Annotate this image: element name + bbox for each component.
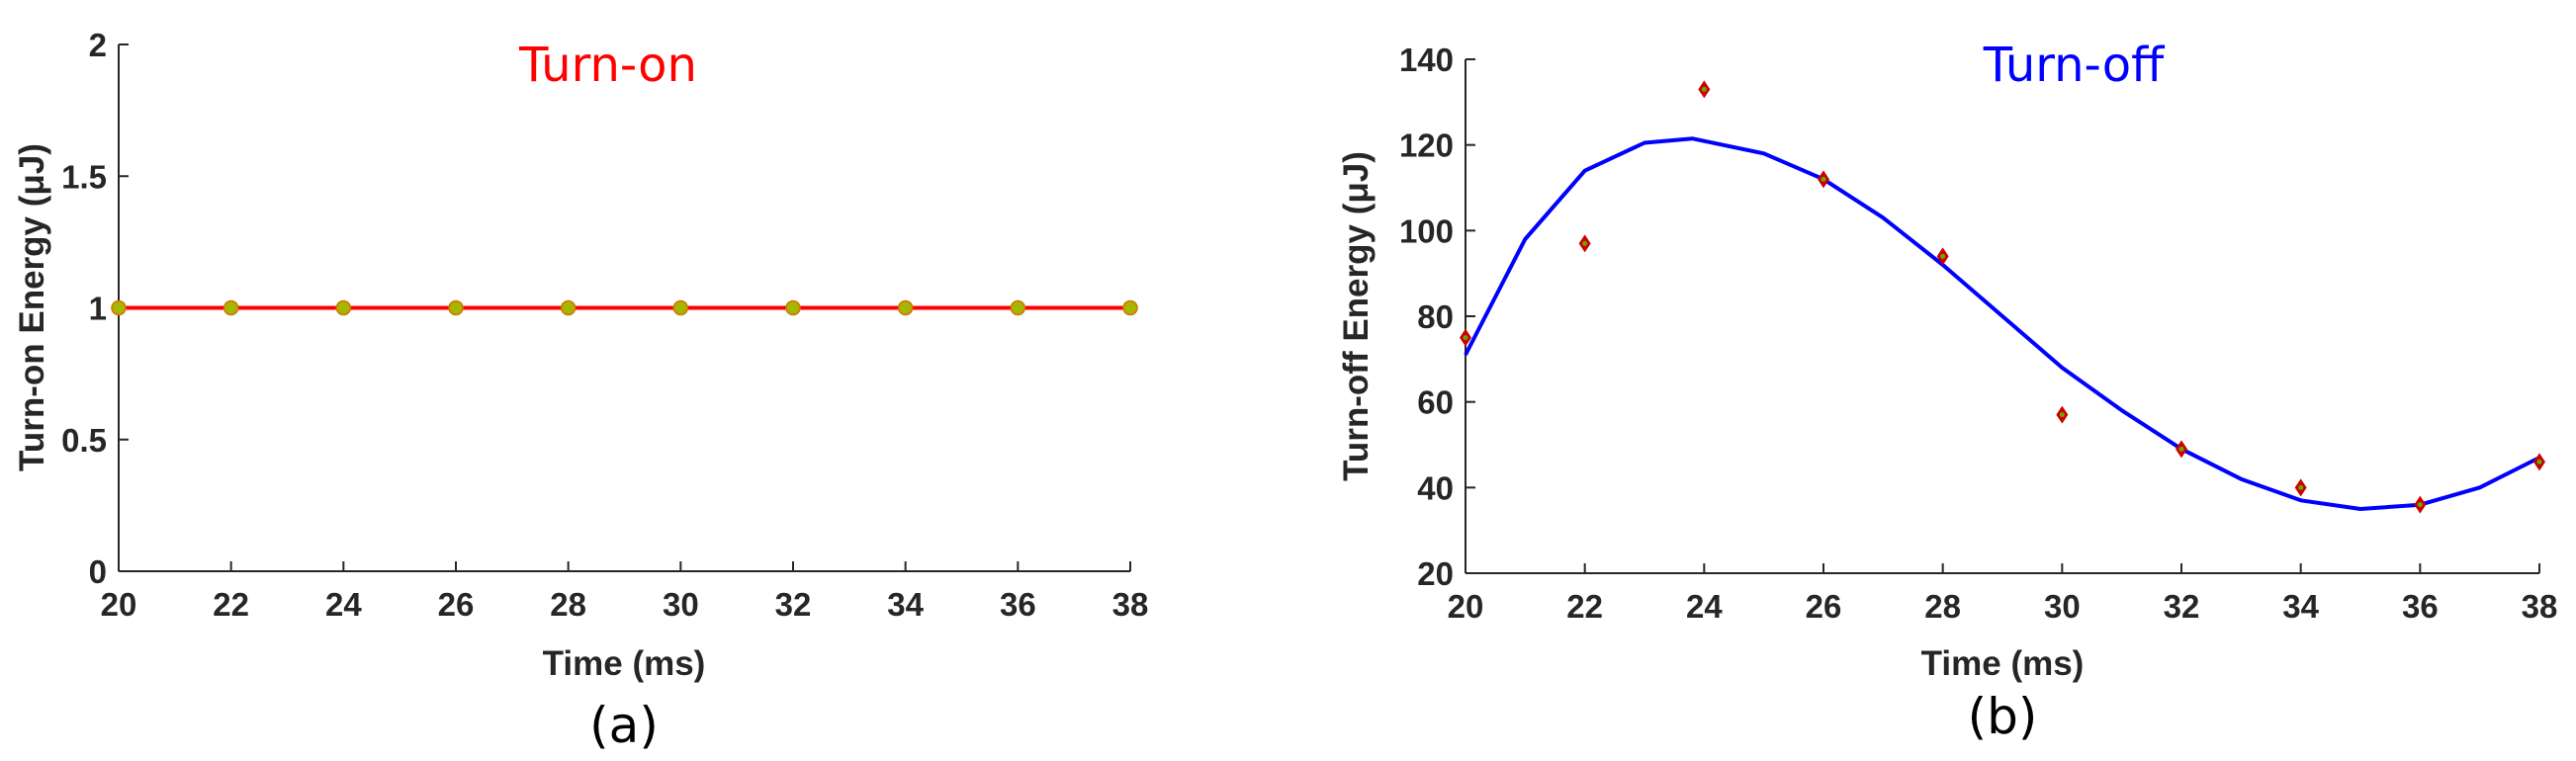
x-tick-label: 32	[2164, 588, 2200, 625]
x-tick-label: 30	[663, 586, 699, 623]
x-tick-label: 24	[1686, 588, 1723, 625]
data-point	[111, 299, 127, 316]
data-point	[1122, 299, 1138, 316]
data-point	[672, 299, 689, 316]
data-point	[222, 299, 239, 316]
data-point	[785, 299, 801, 316]
x-tick-label: 26	[438, 586, 475, 623]
x-tick-label: 34	[887, 586, 924, 623]
y-axis-label: Turn-on Energy (μJ)	[13, 143, 51, 471]
x-tick-label: 36	[1000, 586, 1036, 623]
data-point	[335, 299, 352, 316]
data-point-center	[1701, 86, 1707, 92]
data-point-center	[1940, 253, 1946, 259]
data-point-center	[2059, 412, 2065, 418]
panel-b-chart: 20 22 24 26 28 30 32 34 36 38 20 40 60 80 100 120 140 Tur…	[1337, 38, 2557, 745]
data-point-center	[2178, 446, 2184, 452]
x-tick-label: 26	[1806, 588, 1842, 625]
data-point-center	[2417, 502, 2423, 508]
chart-title: Turn-on	[518, 38, 697, 93]
y-tick-label: 120	[1399, 127, 1454, 164]
x-axis-label: Time (ms)	[543, 644, 706, 683]
y-tick-label: 20	[1417, 555, 1454, 592]
chart-title: Turn-off	[1983, 38, 2165, 93]
data-point	[897, 299, 914, 316]
y-tick-label: 40	[1417, 469, 1454, 506]
y-tick-label: 0.5	[61, 422, 107, 459]
panel-a-chart: 20 22 24 26 28 30 32 34 36 38 0 0.5 1 1.5 2 Turn-on Time…	[13, 27, 1148, 754]
x-tick-label: 36	[2402, 588, 2439, 625]
y-tick-label: 140	[1399, 42, 1454, 78]
x-tick-label: 28	[550, 586, 586, 623]
data-point-center	[1821, 176, 1826, 182]
data-point-center	[2536, 459, 2542, 465]
x-tick-label: 38	[1112, 586, 1149, 623]
x-axis-label: Time (ms)	[1921, 644, 2085, 683]
x-tick-label: 32	[775, 586, 812, 623]
x-tick-label: 22	[213, 586, 249, 623]
x-tick-label: 20	[1448, 588, 1484, 625]
y-tick-label: 0	[89, 553, 107, 590]
panel-caption: (b)	[1968, 688, 2038, 745]
x-tick-label: 20	[101, 586, 137, 623]
y-tick-label: 1	[89, 291, 107, 327]
y-tick-label: 100	[1399, 212, 1454, 249]
x-tick-label: 30	[2044, 588, 2081, 625]
data-point	[1010, 299, 1026, 316]
y-tick-label: 1.5	[61, 158, 107, 195]
y-tick-label: 60	[1417, 384, 1454, 421]
x-tick-label: 24	[325, 586, 362, 623]
y-tick-label: 2	[89, 27, 107, 63]
data-point	[560, 299, 577, 316]
data-point-center	[1582, 240, 1588, 246]
y-tick-label: 80	[1417, 298, 1454, 335]
y-axis-label: Turn-off Energy (μJ)	[1337, 151, 1376, 481]
panel-caption: (a)	[589, 697, 659, 754]
data-point	[448, 299, 464, 316]
x-tick-label: 34	[2282, 588, 2319, 625]
x-tick-label: 28	[1924, 588, 1961, 625]
data-point-center	[2298, 484, 2304, 490]
fit-line	[1464, 136, 2540, 511]
data-point-center	[1463, 335, 1468, 341]
x-tick-label: 22	[1566, 588, 1603, 625]
x-tick-label: 38	[2522, 588, 2558, 625]
